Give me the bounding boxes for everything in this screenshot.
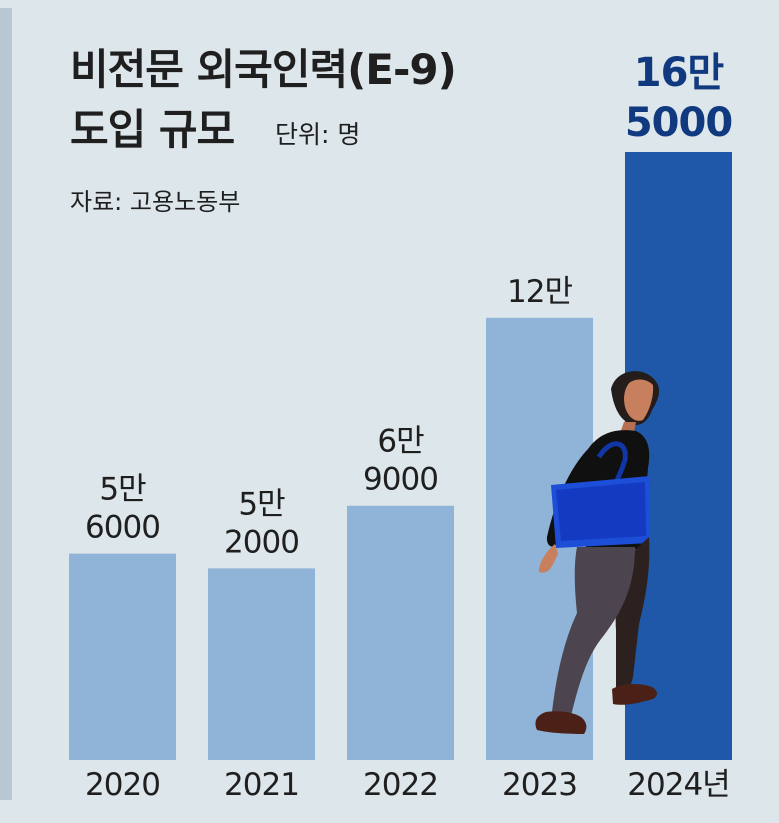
unit-label: 단위: 명 [275,120,361,149]
bar-2020 [69,553,176,760]
value-label-line: 5만 [238,486,285,522]
chart-title-line-1: 비전문 외국인력(E-9) [70,45,457,94]
left-accent-stripe [0,8,12,800]
x-tick-label-2024년: 2024년 [627,767,729,803]
x-tick-label-2020: 2020 [85,767,160,803]
value-label-line: 6000 [85,510,160,546]
value-label-2021: 5만 2000 [224,486,299,560]
bar-2022 [347,505,454,760]
value-label-line: 2000 [224,524,299,560]
x-tick-label-2022: 2022 [363,767,438,803]
value-label-line: 6만 [377,424,424,460]
source-label: 자료: 고용노동부 [70,188,241,216]
bar-2021 [208,568,315,760]
value-label-2024년: 16만 5000 [625,50,732,146]
value-label-line: 12만 [507,274,572,310]
chart-title-line-2: 도입 규모 [70,105,235,154]
value-label-2023: 12만 [507,274,572,310]
value-label-line: 9000 [363,462,438,498]
value-label-2022: 6만 9000 [363,424,438,498]
x-tick-label-2021: 2021 [224,767,299,803]
walking-worker-with-bag-icon [535,371,660,734]
value-label-line: 5만 [99,472,146,508]
value-label-line: 5000 [625,100,732,146]
chart-title: 비전문 외국인력(E-9) 도입 규모 [70,40,457,160]
value-label-2020: 5만 6000 [85,472,160,546]
value-label-line: 16만 [634,50,725,96]
x-tick-label-2023: 2023 [502,767,577,803]
